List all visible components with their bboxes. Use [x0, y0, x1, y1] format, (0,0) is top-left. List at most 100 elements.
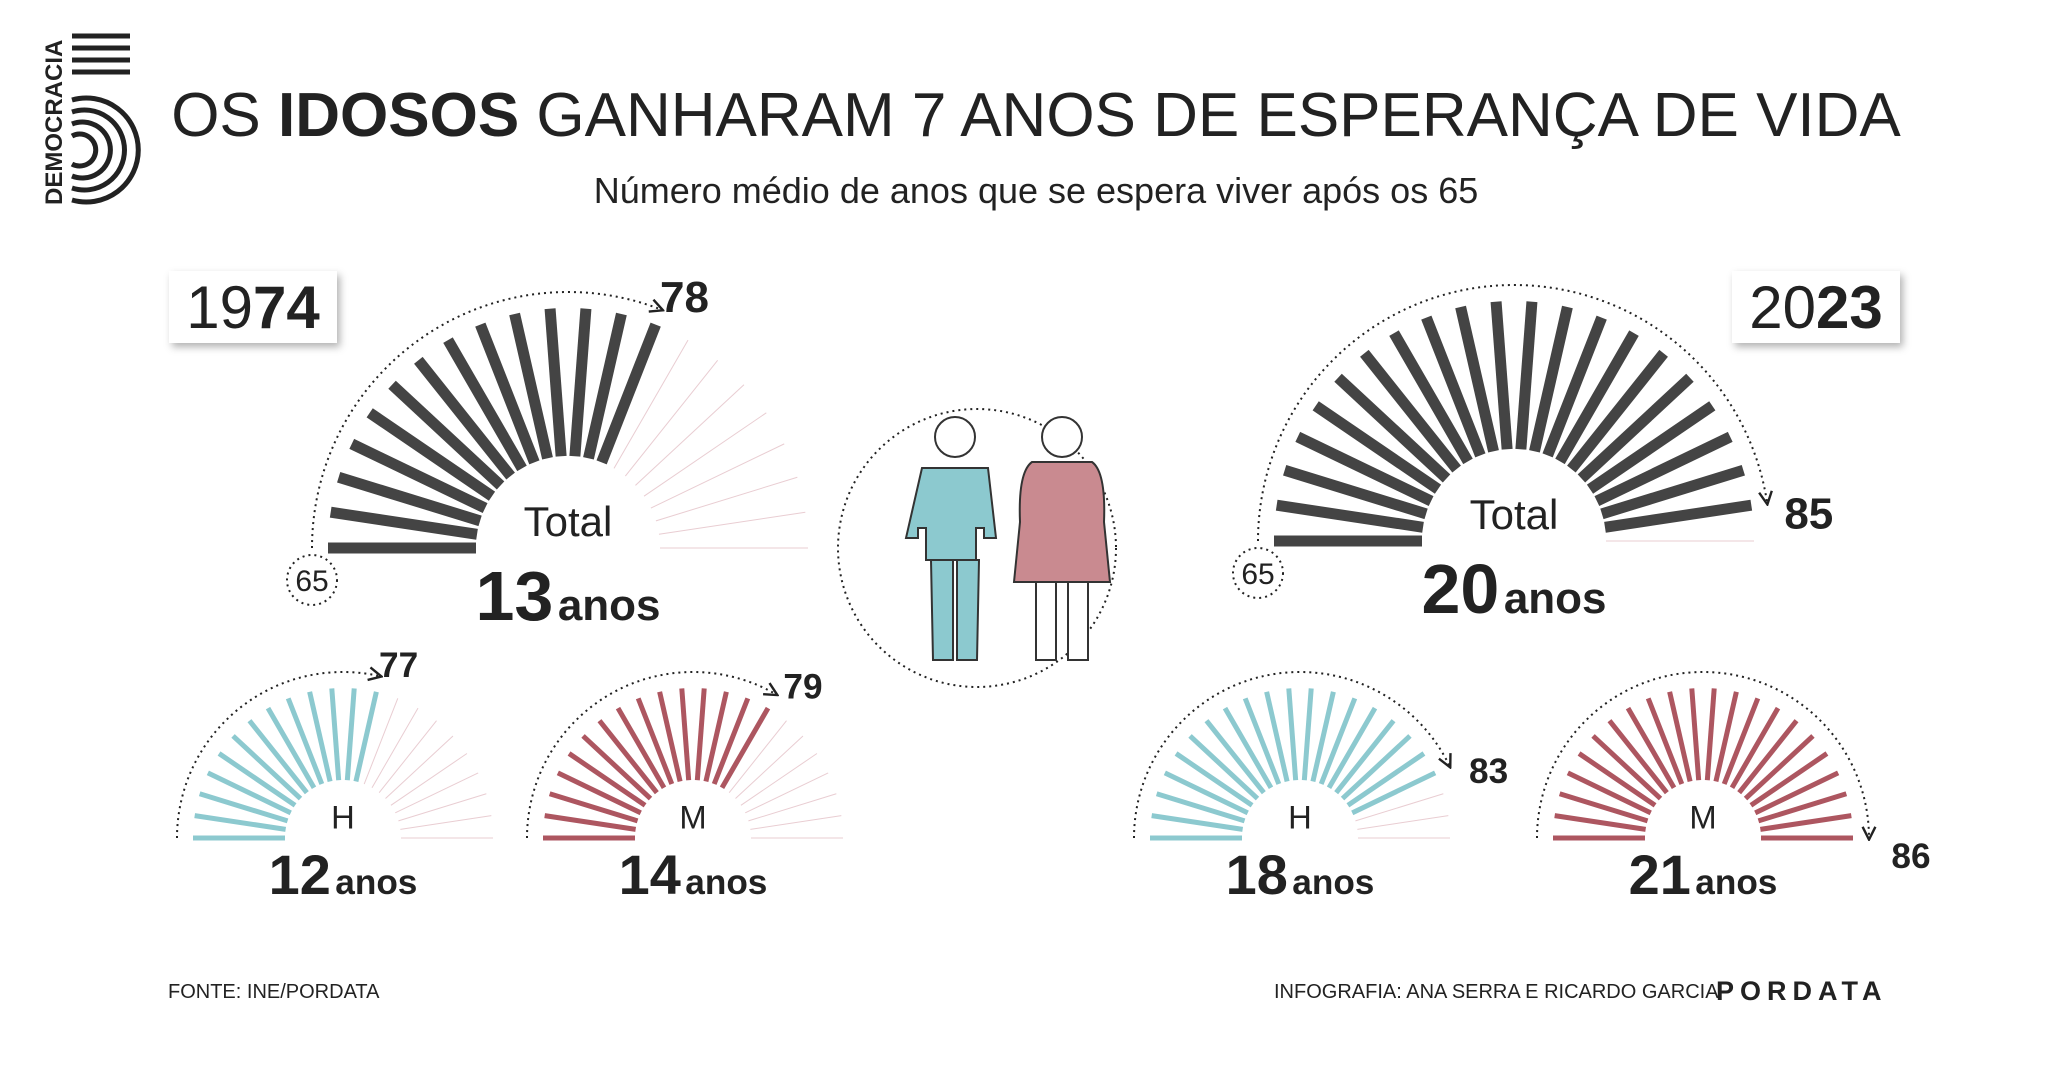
- ray: [475, 322, 540, 465]
- gauge-value: 20 anos: [1421, 550, 1606, 628]
- ray: [388, 380, 505, 490]
- ray: [1757, 791, 1848, 824]
- ray: [1346, 751, 1426, 808]
- ray: [548, 791, 639, 824]
- ray: [1577, 751, 1657, 808]
- ray: [1591, 734, 1663, 801]
- ray: [1713, 691, 1739, 783]
- ray: [194, 813, 287, 832]
- ray: [567, 751, 647, 808]
- rays: [328, 308, 808, 554]
- ray: [1340, 734, 1412, 801]
- ray: [1326, 706, 1378, 790]
- ray: [596, 322, 661, 465]
- ray-empty: [1357, 815, 1449, 830]
- ray-empty: [1355, 793, 1444, 822]
- unit: anos: [1504, 574, 1607, 623]
- ray: [544, 813, 637, 832]
- ray-empty: [650, 443, 785, 509]
- ray: [1567, 349, 1668, 473]
- ray: [583, 312, 627, 460]
- end-age: 77: [379, 646, 418, 685]
- ray: [1542, 315, 1607, 458]
- ray: [1334, 373, 1451, 483]
- ray: [1604, 499, 1753, 533]
- years: 18: [1226, 843, 1288, 906]
- ray: [1188, 734, 1260, 801]
- ray: [1301, 688, 1314, 781]
- year-bold: 74: [253, 274, 320, 341]
- ray: [1749, 751, 1829, 808]
- gauge-value: 18 anos: [1226, 843, 1375, 906]
- ray: [414, 356, 515, 480]
- ray: [694, 688, 707, 781]
- ray-empty: [643, 412, 767, 497]
- ray: [1360, 349, 1461, 473]
- ray-empty: [748, 793, 837, 822]
- year-pre: 20: [1749, 274, 1816, 341]
- brand: PORDATA: [1716, 976, 1888, 1006]
- ray-empty: [398, 793, 487, 822]
- ray: [1586, 401, 1716, 494]
- ray: [1283, 465, 1428, 520]
- ray: [1645, 697, 1685, 785]
- ray: [307, 691, 333, 783]
- years: 13: [475, 557, 553, 635]
- ray: [1689, 688, 1702, 781]
- ray-empty: [635, 384, 745, 486]
- ray: [711, 697, 751, 785]
- ray: [1286, 688, 1299, 781]
- ray: [231, 734, 303, 801]
- ray: [265, 706, 317, 790]
- years: 21: [1629, 843, 1691, 906]
- gauge-label: Total: [524, 498, 613, 545]
- ray: [337, 472, 482, 527]
- ray: [329, 506, 478, 540]
- ray: [1242, 697, 1282, 785]
- logo-text: DEMOCRACIA: [41, 40, 68, 205]
- years: 14: [619, 843, 681, 906]
- ray: [1594, 431, 1733, 507]
- ray: [544, 308, 567, 457]
- unit: anos: [685, 863, 767, 902]
- start-age: 65: [295, 565, 328, 598]
- ray: [1721, 697, 1761, 785]
- ray: [1754, 770, 1840, 816]
- ray-empty: [740, 753, 818, 806]
- ray-empty: [363, 698, 399, 785]
- start-age-ring: [286, 554, 338, 606]
- ray: [1275, 499, 1424, 533]
- rays: [1553, 688, 1853, 841]
- ray: [1151, 813, 1244, 832]
- ray: [1264, 691, 1290, 783]
- ray: [1389, 330, 1473, 465]
- year: 1974: [186, 274, 320, 341]
- gauge-label: H: [331, 799, 355, 836]
- ray: [1558, 791, 1649, 824]
- rays: [543, 688, 843, 841]
- ray-empty: [750, 815, 842, 830]
- ray: [1295, 431, 1434, 507]
- ray: [1529, 305, 1573, 453]
- start-age-ring: [1232, 547, 1284, 599]
- ray: [1577, 373, 1694, 483]
- ray: [1600, 465, 1745, 520]
- ray: [443, 337, 527, 472]
- ray: [349, 438, 488, 514]
- ray: [1334, 719, 1396, 795]
- ray-empty: [735, 735, 804, 799]
- years: 20: [1421, 550, 1499, 628]
- source: FONTE: INE/PORDATA: [168, 981, 380, 1003]
- ray: [1554, 813, 1647, 832]
- ray-empty: [385, 735, 454, 799]
- ray: [1704, 688, 1717, 781]
- ray: [581, 734, 653, 801]
- ray: [597, 719, 659, 795]
- gauge-value: 14 anos: [619, 843, 768, 906]
- ray: [703, 691, 729, 783]
- ray: [1737, 719, 1799, 795]
- ray: [509, 312, 553, 460]
- title-bold: IDOSOS: [278, 81, 519, 150]
- ray-empty: [400, 815, 492, 830]
- ray: [1566, 770, 1652, 816]
